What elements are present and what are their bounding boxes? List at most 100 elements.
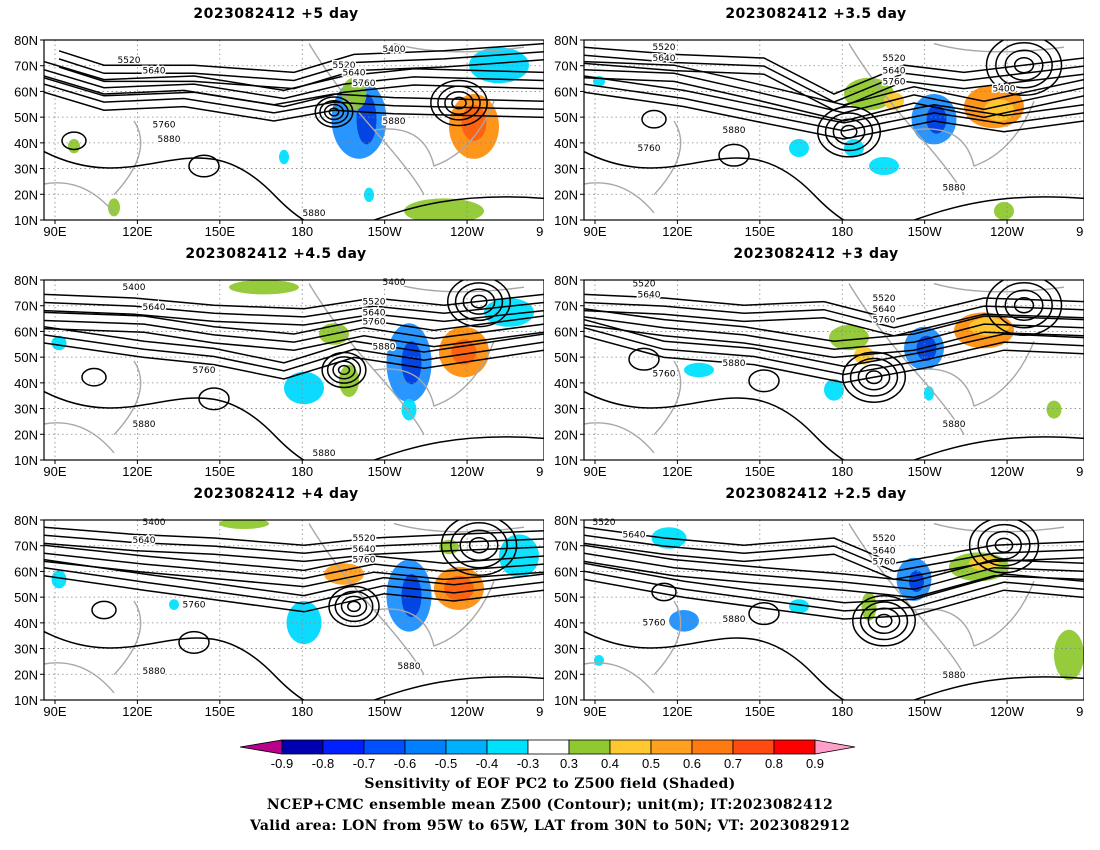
colorbar-label: 0.6 [683,756,701,771]
sensitivity-shade [594,655,604,666]
lon-label: 120W [990,224,1025,238]
colorbar-swatch [650,739,693,755]
coastline [584,42,1065,214]
contour-label: 5640 [143,303,166,313]
lon-label: 180 [291,464,313,478]
contour-label: 5760 [873,316,896,326]
z500-contours [584,40,1084,220]
lat-label: 30N [554,642,578,657]
lon-label: 90E [583,224,606,238]
lat-label: 30N [14,642,38,657]
contour-label: 5520 [653,43,676,53]
contour-label: 5520 [873,534,896,544]
contour-label: 5400 [123,283,146,293]
contour-label: 5760 [193,366,216,376]
contour-label: 5760 [638,144,661,154]
lon-label: 120E [662,464,693,478]
coastline [44,42,525,214]
lat-label: 70N [14,59,38,74]
colorbar-swatch [404,739,447,755]
lat-label: 80N [554,33,578,48]
sensitivity-shade [169,599,179,610]
lon-label: 180 [831,224,853,238]
map-panel-day3: 2023082412 +3 day 5520 5640 5520 5640 5760 58… [548,246,1084,478]
contour-label: 5760 [153,121,176,131]
colorbar-swatch [732,739,775,755]
lat-label: 20N [554,427,578,442]
lat-label: 40N [554,616,578,631]
map-content [44,520,544,700]
lat-label: 80N [554,513,578,528]
colorbar-swatch [445,739,488,755]
contour-label: 5640 [363,308,386,318]
contour-label: 5880 [398,662,421,672]
z500-contours [44,280,544,460]
caption-line-1: Sensitivity of EOF PC2 to Z500 field (Sh… [364,776,736,792]
map-frame [43,39,544,221]
map-panel-day4: 2023082412 +4 day 5400 5640 5520 5640 5760 57… [8,486,544,718]
lon-label: 120E [662,704,693,718]
sensitivity-shade [869,157,899,175]
contour-label: 5760 [873,557,896,567]
sensitivity-shade [994,202,1014,220]
lat-label: 20N [554,667,578,682]
map-content [44,40,544,220]
lat-label: 70N [554,59,578,74]
lat-label: 10N [554,693,578,708]
colorbar-left-tip [239,739,283,755]
lon-label: 150E [205,224,236,238]
lat-label: 80N [554,273,578,288]
colorbar-swatch [281,739,324,755]
lat-label: 30N [554,402,578,417]
lon-label: 180 [831,704,853,718]
lon-label: 150W [908,224,943,238]
lon-label: 90W [1076,464,1084,478]
lat-label: 80N [14,513,38,528]
lat-label: 60N [14,564,38,579]
colorbar-swatch [609,739,652,755]
lon-label: 180 [831,464,853,478]
lon-label: 90W [536,704,544,718]
lat-label: 40N [14,616,38,631]
colorbar-swatch [363,739,406,755]
map-panel-day3-5: 2023082412 +3.5 day 5520 5640 5520 5640 5760… [548,6,1084,238]
contour-label: 5880 [158,135,181,145]
map-panel-day5: 2023082412 +5 day 5400 5520 5640 5520 5640 57… [8,6,544,238]
lon-label: 150W [908,704,943,718]
panel-title: 2023082412 +4.5 day [185,246,367,262]
map-content [44,280,544,460]
contour-label: 5880 [723,615,746,625]
contour-label: 5880 [133,420,156,430]
sensitivity-shade [884,92,904,111]
contour-label: 5880 [383,117,406,127]
lat-label: 20N [14,667,38,682]
z500-contours [44,42,544,220]
gridlines [44,280,544,460]
sensitivity-shade [401,341,422,385]
sensitivity-shade [68,139,80,154]
sensitivity-shade [824,379,844,401]
sensitivity-shade [444,575,474,601]
lat-label: 50N [554,110,578,125]
panel-title: 2023082412 +4 day [193,486,359,502]
lon-label: 120E [122,224,153,238]
contour-label: 5640 [873,305,896,315]
z500-contours [44,520,544,700]
lat-label: 50N [14,350,38,365]
colorbar-svg: -0.9 -0.8 -0.7 -0.6 -0.5 -0.4 -0.3 0.3 0.4 0.5 0.6… [239,739,856,771]
colorbar-label: 0.9 [806,756,824,771]
contour-label: 5640 [873,547,896,557]
lat-label: 50N [554,350,578,365]
map-content [584,280,1084,460]
coastline [584,522,1065,694]
panel-title: 2023082412 +3.5 day [725,6,907,22]
lon-label: 90E [43,464,66,478]
lon-label: 150W [368,464,403,478]
sensitivity-shade [854,346,874,365]
lat-label: 70N [554,299,578,314]
colorbar-swatch [691,739,734,755]
lat-label: 40N [554,376,578,391]
map-plot: 5400540056405520564057605880576058805880… [14,273,544,478]
lon-label: 120E [122,464,153,478]
colorbar-label: 0.5 [642,756,660,771]
